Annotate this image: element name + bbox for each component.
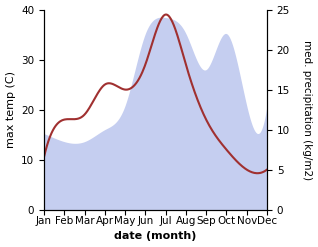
Y-axis label: med. precipitation (kg/m2): med. precipitation (kg/m2) [302, 40, 313, 180]
X-axis label: date (month): date (month) [114, 231, 197, 242]
Y-axis label: max temp (C): max temp (C) [5, 71, 16, 148]
